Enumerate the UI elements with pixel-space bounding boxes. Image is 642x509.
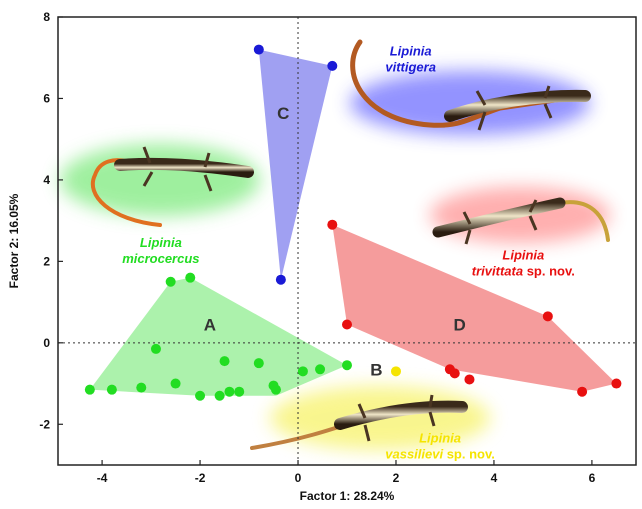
point-group-d-8 [611,378,622,389]
species-label-lipinia-microcercus: Lipinia microcercus [122,235,199,266]
point-group-b-1 [390,366,401,377]
axis-ticks: -4 -2 0 2 4 6 -2 0 2 4 6 8 [39,10,595,485]
y-tick-label-8: 8 [43,10,50,24]
x-tick-label-2: 2 [393,471,400,485]
x-tick-label-6: 6 [589,471,596,485]
y-tick-label-0: 0 [43,336,50,350]
y-tick-label-6: 6 [43,91,50,105]
point-group-a-15 [270,384,281,395]
point-group-a-2 [106,384,117,395]
point-group-d-4 [449,368,460,379]
species-label-lipinia-vittigera: Lipinia vittigera [385,44,436,75]
point-group-a-9 [214,390,225,401]
point-group-a-6 [185,272,196,283]
point-group-c-2 [327,60,338,71]
hull-group-c [258,49,333,280]
point-group-a-16 [297,366,308,377]
x-tick-label-0: 0 [295,471,302,485]
point-group-a-7 [170,378,181,389]
y-tick-label-4: 4 [43,173,50,187]
lizard-microcercus-image [60,144,260,227]
lizard-vittigera-image [350,39,591,135]
data-points [84,44,622,401]
point-group-d-2 [342,319,352,330]
point-group-d-7 [577,386,588,397]
point-group-a-17 [315,364,326,375]
point-group-a-18 [342,360,352,371]
group-label-b: B [370,360,382,379]
point-group-c-1 [253,44,264,55]
point-group-a-12 [234,386,245,397]
species-label-lipinia-trivittata: Lipinia trivittata sp. nov. [472,247,575,278]
point-group-d-1 [327,219,338,230]
x-tick-label--4: -4 [97,471,108,485]
convex-hulls [89,49,617,396]
group-label-d: D [454,316,466,335]
group-labels: A Lipinia microcercus B Lipinia vassilievi sp… [122,44,575,462]
point-group-a-10 [219,356,230,367]
y-axis-label: Factor 2: 16.05% [7,193,21,288]
lizard-vassilievi-image [250,386,490,450]
lizard-illustrations [60,39,610,450]
hull-group-d [332,224,617,392]
point-group-a-1 [84,384,95,395]
lizard-trivittata-image [430,187,610,245]
x-axis-label: Factor 1: 28.24% [300,489,395,503]
x-tick-label-4: 4 [491,471,498,485]
group-label-c: C [277,104,289,123]
species-label-lipinia-vassilievi: Lipinia vassilievi sp. nov. [385,431,495,462]
point-group-a-3 [136,382,147,393]
x-tick-label--2: -2 [195,471,206,485]
point-group-c-3 [275,274,286,285]
point-group-d-6 [542,311,553,322]
plot-frame [57,16,637,466]
point-group-a-5 [165,276,176,287]
reference-lines [58,17,636,465]
point-group-d-5 [464,374,475,385]
point-group-a-4 [150,343,161,354]
y-tick-label-2: 2 [43,254,50,268]
y-tick-label--2: -2 [39,417,50,431]
hull-group-a [89,277,347,396]
point-group-a-8 [195,390,206,401]
point-group-a-13 [253,358,264,369]
point-group-a-11 [224,386,235,397]
group-label-a: A [204,316,216,335]
